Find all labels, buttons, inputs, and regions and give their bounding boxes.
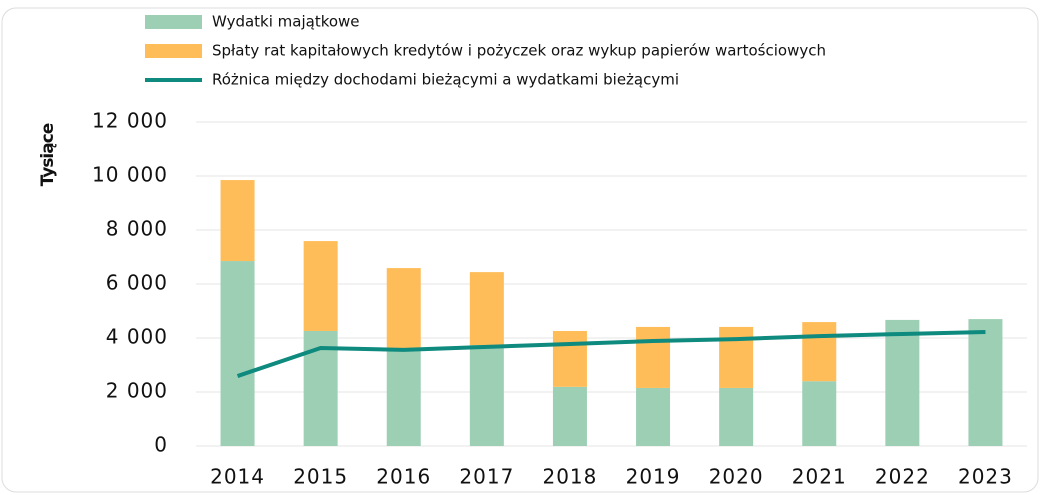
bar	[802, 322, 837, 382]
legend-swatch	[145, 15, 202, 29]
x-tick-label: 2021	[792, 465, 847, 489]
legend-swatch	[145, 44, 202, 58]
bar	[303, 241, 338, 331]
x-tick-label: 2017	[459, 465, 514, 489]
bar	[968, 319, 1003, 446]
x-tick-label: 2015	[293, 465, 348, 489]
bar	[719, 387, 754, 446]
bar	[885, 319, 920, 446]
bar	[220, 261, 255, 446]
card	[1, 7, 1039, 493]
bar	[386, 349, 421, 446]
bar	[552, 386, 587, 446]
x-tick-label: 2016	[376, 465, 431, 489]
bar	[802, 381, 837, 446]
y-tick-label: 4 000	[106, 325, 168, 349]
legend-label: Spłaty rat kapitałowych kredytów i pożyc…	[212, 42, 826, 60]
x-tick-label: 2022	[875, 465, 930, 489]
bar	[719, 326, 754, 388]
y-tick-label: 10 000	[92, 163, 168, 187]
x-tick-label: 2023	[958, 465, 1013, 489]
y-tick-label: 2 000	[106, 379, 168, 403]
bar	[386, 268, 421, 350]
x-tick-label: 2020	[709, 465, 764, 489]
bar	[636, 326, 671, 388]
bar	[469, 345, 504, 446]
line	[236, 330, 986, 378]
y-tick-label: 8 000	[106, 217, 168, 241]
x-tick-label: 2019	[626, 465, 681, 489]
bar	[636, 387, 671, 446]
legend-label: Wydatki majątkowe	[212, 13, 360, 31]
x-tick-label: 2018	[542, 465, 597, 489]
y-tick-label: 6 000	[106, 271, 168, 295]
legend-label: Różnica między dochodami bieżącymi a wyd…	[212, 71, 679, 89]
bar	[469, 272, 504, 346]
bar	[552, 330, 587, 387]
bar	[220, 180, 255, 262]
x-tick-label: 2014	[210, 465, 265, 489]
y-axis-label: Tysiące	[38, 123, 58, 186]
y-tick-label: 0	[154, 433, 168, 457]
y-tick-label: 12 000	[92, 109, 168, 133]
